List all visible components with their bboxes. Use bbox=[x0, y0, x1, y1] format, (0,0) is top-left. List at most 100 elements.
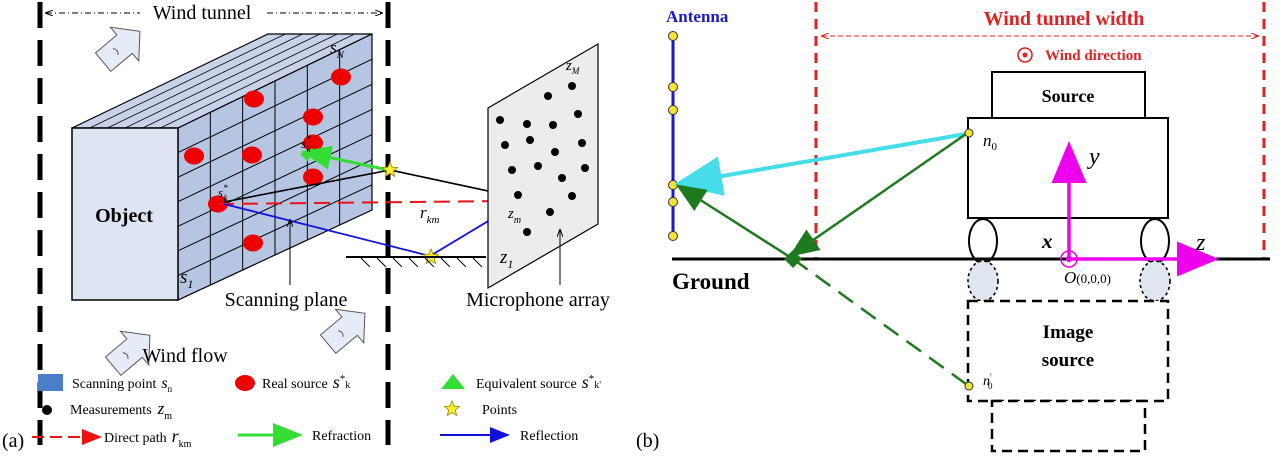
object-front-face bbox=[71, 127, 179, 301]
wind-direction-label: Wind direction bbox=[1045, 48, 1142, 64]
real-source-marker bbox=[242, 146, 262, 164]
antenna-node bbox=[668, 31, 678, 41]
n0p-label: n′ 0 bbox=[983, 372, 993, 391]
real-source-marker bbox=[303, 168, 323, 186]
legend-equivalent-source-marker bbox=[441, 374, 465, 389]
ground-label: Ground bbox=[672, 269, 750, 294]
panel-a: Wind tunnel Object sN s1 s* k s* k' rkm zM bbox=[2, 2, 610, 452]
hatch-line bbox=[455, 256, 467, 268]
real-source-marker bbox=[184, 147, 204, 165]
grid-line-horizontal bbox=[177, 83, 373, 178]
legend-measurements: Measurements zm bbox=[70, 399, 172, 422]
microphone-array-plane bbox=[487, 42, 599, 290]
microphone-dot bbox=[534, 162, 542, 170]
z1-label: z1 bbox=[499, 247, 513, 271]
green-reflected-ray bbox=[675, 184, 794, 261]
microphone-dot bbox=[578, 139, 586, 147]
source-k-label: s* k bbox=[218, 183, 229, 203]
equivalent-source-triangle bbox=[300, 148, 313, 162]
microphone-dot bbox=[514, 191, 522, 199]
microphone-dot bbox=[558, 174, 566, 182]
hatch-line bbox=[423, 256, 435, 268]
legend: Scanning point sn Real source s*k Equivale… bbox=[2, 372, 601, 452]
microphone-dot bbox=[523, 120, 531, 128]
scan-label-bottom: s1 bbox=[180, 267, 193, 291]
image-source-label-1: Image bbox=[1043, 322, 1094, 343]
legend-points-marker bbox=[443, 399, 461, 417]
legend-real-source-marker bbox=[235, 375, 255, 391]
grid-line-top bbox=[89, 33, 286, 129]
panel-b: (b) Antenna Wind tunnel width Wind direc… bbox=[636, 2, 1270, 453]
source-label: Source bbox=[1042, 86, 1095, 106]
microphone-dot bbox=[568, 82, 576, 90]
image-wheel-left bbox=[967, 260, 999, 302]
grid-line-horizontal bbox=[177, 184, 373, 276]
legend-equivalent-source: Equivalent source s*k' bbox=[476, 372, 601, 392]
image-source-label-2: source bbox=[1042, 350, 1094, 371]
microphone-dot bbox=[581, 164, 589, 172]
antenna-node bbox=[668, 231, 678, 241]
legend-direct-path: Direct path rkm bbox=[104, 426, 192, 450]
grid-line-horizontal bbox=[177, 159, 373, 252]
microphone-array-label: Microphone array bbox=[466, 289, 610, 311]
real-source-marker bbox=[243, 234, 263, 252]
wheel-left bbox=[968, 218, 998, 264]
refraction-green bbox=[301, 145, 389, 172]
hatch-line bbox=[375, 256, 387, 268]
reflection-point bbox=[784, 250, 802, 268]
legend-scanning-point-swatch bbox=[38, 374, 63, 391]
microphone-dot bbox=[544, 92, 552, 100]
grid-line-top bbox=[142, 33, 338, 129]
zm-label: zm bbox=[507, 206, 521, 226]
scan-label-top: sN bbox=[330, 38, 345, 61]
direct-path bbox=[217, 193, 514, 210]
microphone-dot bbox=[496, 116, 504, 124]
n0p-node bbox=[964, 381, 974, 391]
object-label: Object bbox=[95, 205, 153, 227]
wind-arrow-detail bbox=[337, 330, 344, 337]
green-image-ray bbox=[792, 257, 967, 386]
wind-arrow-icon bbox=[104, 330, 151, 377]
wheel-right bbox=[1140, 218, 1170, 264]
microphone-dot bbox=[568, 192, 576, 200]
x-label: x bbox=[1041, 229, 1053, 253]
legend-measurements-marker bbox=[42, 405, 52, 415]
wind-direction-dot bbox=[1022, 52, 1028, 58]
refraction-point-star bbox=[381, 160, 399, 178]
wind-arrow-detail bbox=[112, 48, 119, 55]
grid-line-top bbox=[160, 33, 355, 129]
grid-line-horizontal bbox=[177, 134, 373, 227]
microphone-dot bbox=[501, 141, 509, 149]
y-label: y bbox=[1087, 144, 1100, 170]
hatch-line bbox=[407, 256, 419, 268]
panel-a-label: (a) bbox=[2, 430, 24, 452]
real-source-marker bbox=[331, 68, 351, 86]
grid-line-top bbox=[124, 33, 321, 129]
wind-tunnel-width-label: Wind tunnel width bbox=[984, 8, 1145, 30]
wind-flow-label: Wind flow bbox=[142, 345, 228, 367]
wind-direction-icon bbox=[1017, 47, 1033, 63]
microphone-dot bbox=[523, 228, 531, 236]
wind-tunnel-label: Wind tunnel bbox=[153, 2, 252, 24]
origin-label: O(0,0,0) bbox=[1064, 268, 1111, 287]
z-label: z bbox=[1195, 230, 1206, 256]
n0-label: n0 bbox=[983, 131, 998, 153]
rkm-label: rkm bbox=[420, 203, 440, 226]
cyan-direct-ray bbox=[674, 132, 967, 196]
legend-reflection: Reflection bbox=[520, 429, 578, 444]
source-kp-label: s* k' bbox=[301, 134, 314, 154]
antenna-label: Antenna bbox=[666, 7, 729, 26]
hatch-line bbox=[391, 256, 403, 268]
image-source-box-bottom bbox=[990, 399, 1147, 453]
legend-points: Points bbox=[482, 403, 517, 418]
wind-arrow-icon bbox=[319, 308, 366, 355]
hatch-line bbox=[471, 256, 483, 268]
microphone-dot bbox=[574, 110, 582, 118]
real-source-marker bbox=[244, 90, 264, 108]
legend-real-source: Real source s*k bbox=[262, 372, 350, 392]
antenna-node bbox=[668, 105, 678, 115]
origin-dot bbox=[1065, 255, 1073, 263]
wind-arrow-shape bbox=[319, 308, 366, 355]
